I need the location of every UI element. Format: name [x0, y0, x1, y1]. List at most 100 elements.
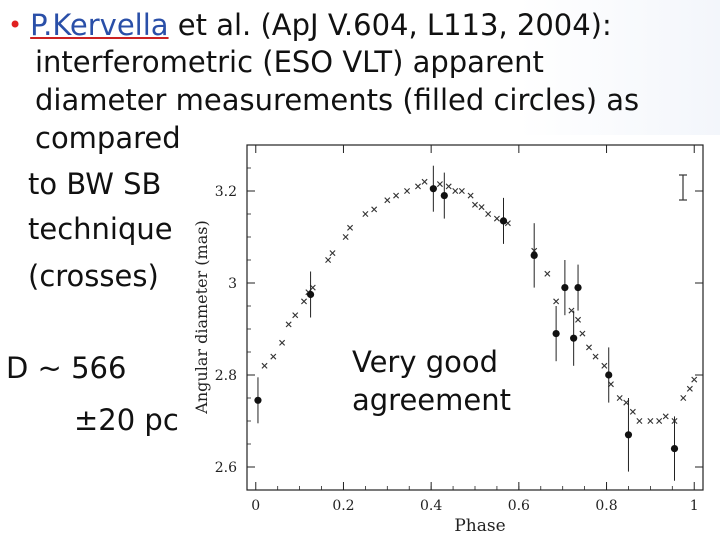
description-line-6: technique — [28, 212, 173, 246]
cross-point — [285, 321, 292, 328]
cross-point — [436, 181, 443, 188]
cross-point — [467, 192, 474, 199]
cross-point — [691, 376, 698, 383]
cross-stroke-b — [544, 270, 551, 277]
cross-stroke-b — [575, 316, 582, 323]
cross-stroke-b — [568, 307, 575, 314]
y-tick-label: 2.6 — [215, 460, 237, 476]
distance-value: D ~ 566 — [6, 351, 127, 385]
circle-marker — [570, 334, 578, 342]
cross-point — [342, 234, 349, 240]
cross-stroke-b — [691, 376, 698, 383]
distance-uncertainty: ±20 pc — [74, 403, 179, 437]
cross-point — [329, 250, 336, 257]
circle-point — [624, 398, 633, 472]
circle-marker — [670, 445, 679, 453]
cross-stroke-b — [270, 353, 277, 360]
cross-point — [347, 224, 354, 231]
cross-stroke-b — [586, 344, 592, 351]
citation-line: • P.Kervella et al. (ApJ V.604, L113, 200… — [0, 8, 612, 42]
cross-stroke-b — [592, 353, 599, 360]
circle-point — [561, 260, 569, 316]
cross-point — [478, 204, 485, 211]
cross-stroke-b — [404, 188, 411, 194]
circle-marker — [605, 371, 613, 379]
cross-point — [261, 362, 268, 369]
cross-stroke-b — [325, 257, 332, 263]
cross-point — [493, 215, 500, 222]
circle-point — [552, 306, 560, 362]
cross-point — [415, 183, 421, 190]
cross-stroke-b — [445, 183, 452, 190]
cross-point — [279, 339, 286, 346]
cross-point — [544, 270, 551, 277]
circle-point — [429, 165, 437, 212]
axis-ticks — [247, 144, 703, 490]
description-line-7: (crosses) — [28, 259, 159, 293]
cross-stroke-b — [686, 385, 693, 392]
cross-point — [686, 385, 693, 392]
cross-stroke-b — [553, 298, 560, 305]
agreement-note-line-2: agreement — [352, 383, 511, 417]
cross-point — [384, 197, 391, 204]
cross-point — [458, 188, 465, 194]
cross-point — [445, 183, 452, 190]
circle-point — [670, 416, 679, 481]
cross-stroke-b — [292, 312, 299, 319]
description-line-2: interferometric (ESO VLT) apparent — [35, 45, 544, 79]
interferometric-circle-series — [254, 165, 679, 481]
x-tick-label: 0.6 — [508, 498, 530, 514]
cross-stroke-b — [384, 197, 391, 204]
angular-diameter-chart: 0 0.2 0.4 0.6 0.8 1 2.6 2.8 3 3.2 Phase Angular d… — [185, 135, 720, 540]
author-name: P.Kervella — [30, 8, 169, 42]
agreement-note-line-1: Very good — [352, 345, 499, 379]
cross-stroke-b — [362, 211, 369, 217]
bullet-icon: • — [8, 11, 23, 39]
cross-stroke-b — [636, 418, 643, 424]
cross-stroke-b — [493, 215, 500, 222]
circle-marker — [561, 284, 569, 292]
cross-stroke-b — [680, 395, 687, 401]
y-tick-label: 3 — [228, 276, 237, 292]
cross-stroke-b — [656, 418, 663, 424]
cross-point — [656, 418, 663, 424]
cross-stroke-b — [347, 224, 354, 231]
x-tick-label: 1 — [690, 498, 699, 514]
x-tick-label: 0 — [251, 498, 260, 514]
cross-point — [393, 192, 400, 199]
circle-point — [440, 172, 448, 219]
tick-labels: 0 0.2 0.4 0.6 0.8 1 2.6 2.8 3 3.2 — [215, 184, 699, 514]
cross-point — [601, 362, 608, 369]
cross-stroke-b — [485, 211, 492, 217]
x-axis-label: Phase — [454, 516, 505, 536]
circle-marker — [254, 396, 262, 404]
cross-stroke-b — [504, 220, 511, 227]
circle-marker — [624, 431, 633, 439]
cross-point — [592, 353, 599, 360]
cross-point — [404, 188, 411, 194]
cross-point — [371, 206, 378, 213]
description-line-4: compared — [35, 121, 181, 155]
cross-point — [616, 395, 623, 401]
cross-stroke-b — [467, 192, 474, 199]
circle-marker — [440, 192, 448, 200]
error-bar-legend-icon — [679, 174, 687, 201]
x-tick-label: 0.2 — [332, 498, 354, 514]
citation-reference: et al. (ApJ V.604, L113, 2004): — [177, 8, 612, 42]
circle-marker — [499, 217, 508, 225]
cross-point — [362, 211, 369, 217]
cross-point — [647, 418, 654, 424]
cross-point — [292, 312, 299, 319]
cross-stroke-b — [285, 321, 292, 328]
cross-point — [452, 188, 459, 194]
cross-stroke-b — [452, 188, 459, 194]
cross-stroke-b — [478, 204, 485, 211]
y-tick-label: 3.2 — [215, 184, 237, 200]
x-tick-label: 0.8 — [595, 498, 617, 514]
cross-stroke-b — [371, 206, 378, 213]
cross-stroke-b — [415, 183, 421, 190]
cross-point — [575, 316, 582, 323]
cross-stroke-b — [301, 298, 307, 305]
circle-point — [530, 223, 538, 288]
cross-stroke-b — [279, 339, 286, 346]
